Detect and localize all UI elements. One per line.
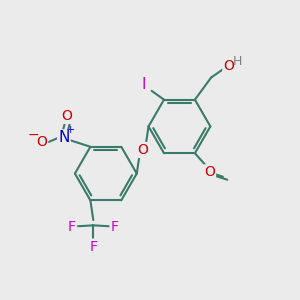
Text: −: − — [27, 128, 39, 142]
Text: I: I — [141, 77, 146, 92]
Text: O: O — [61, 109, 72, 123]
Text: +: + — [66, 125, 75, 135]
Text: F: F — [110, 220, 118, 234]
Text: O: O — [204, 165, 215, 179]
Text: F: F — [68, 220, 76, 234]
Text: H: H — [232, 55, 242, 68]
Text: N: N — [58, 130, 70, 146]
Text: O: O — [223, 59, 234, 73]
Text: O: O — [36, 135, 47, 149]
Text: O: O — [137, 143, 148, 157]
Text: F: F — [89, 240, 97, 254]
